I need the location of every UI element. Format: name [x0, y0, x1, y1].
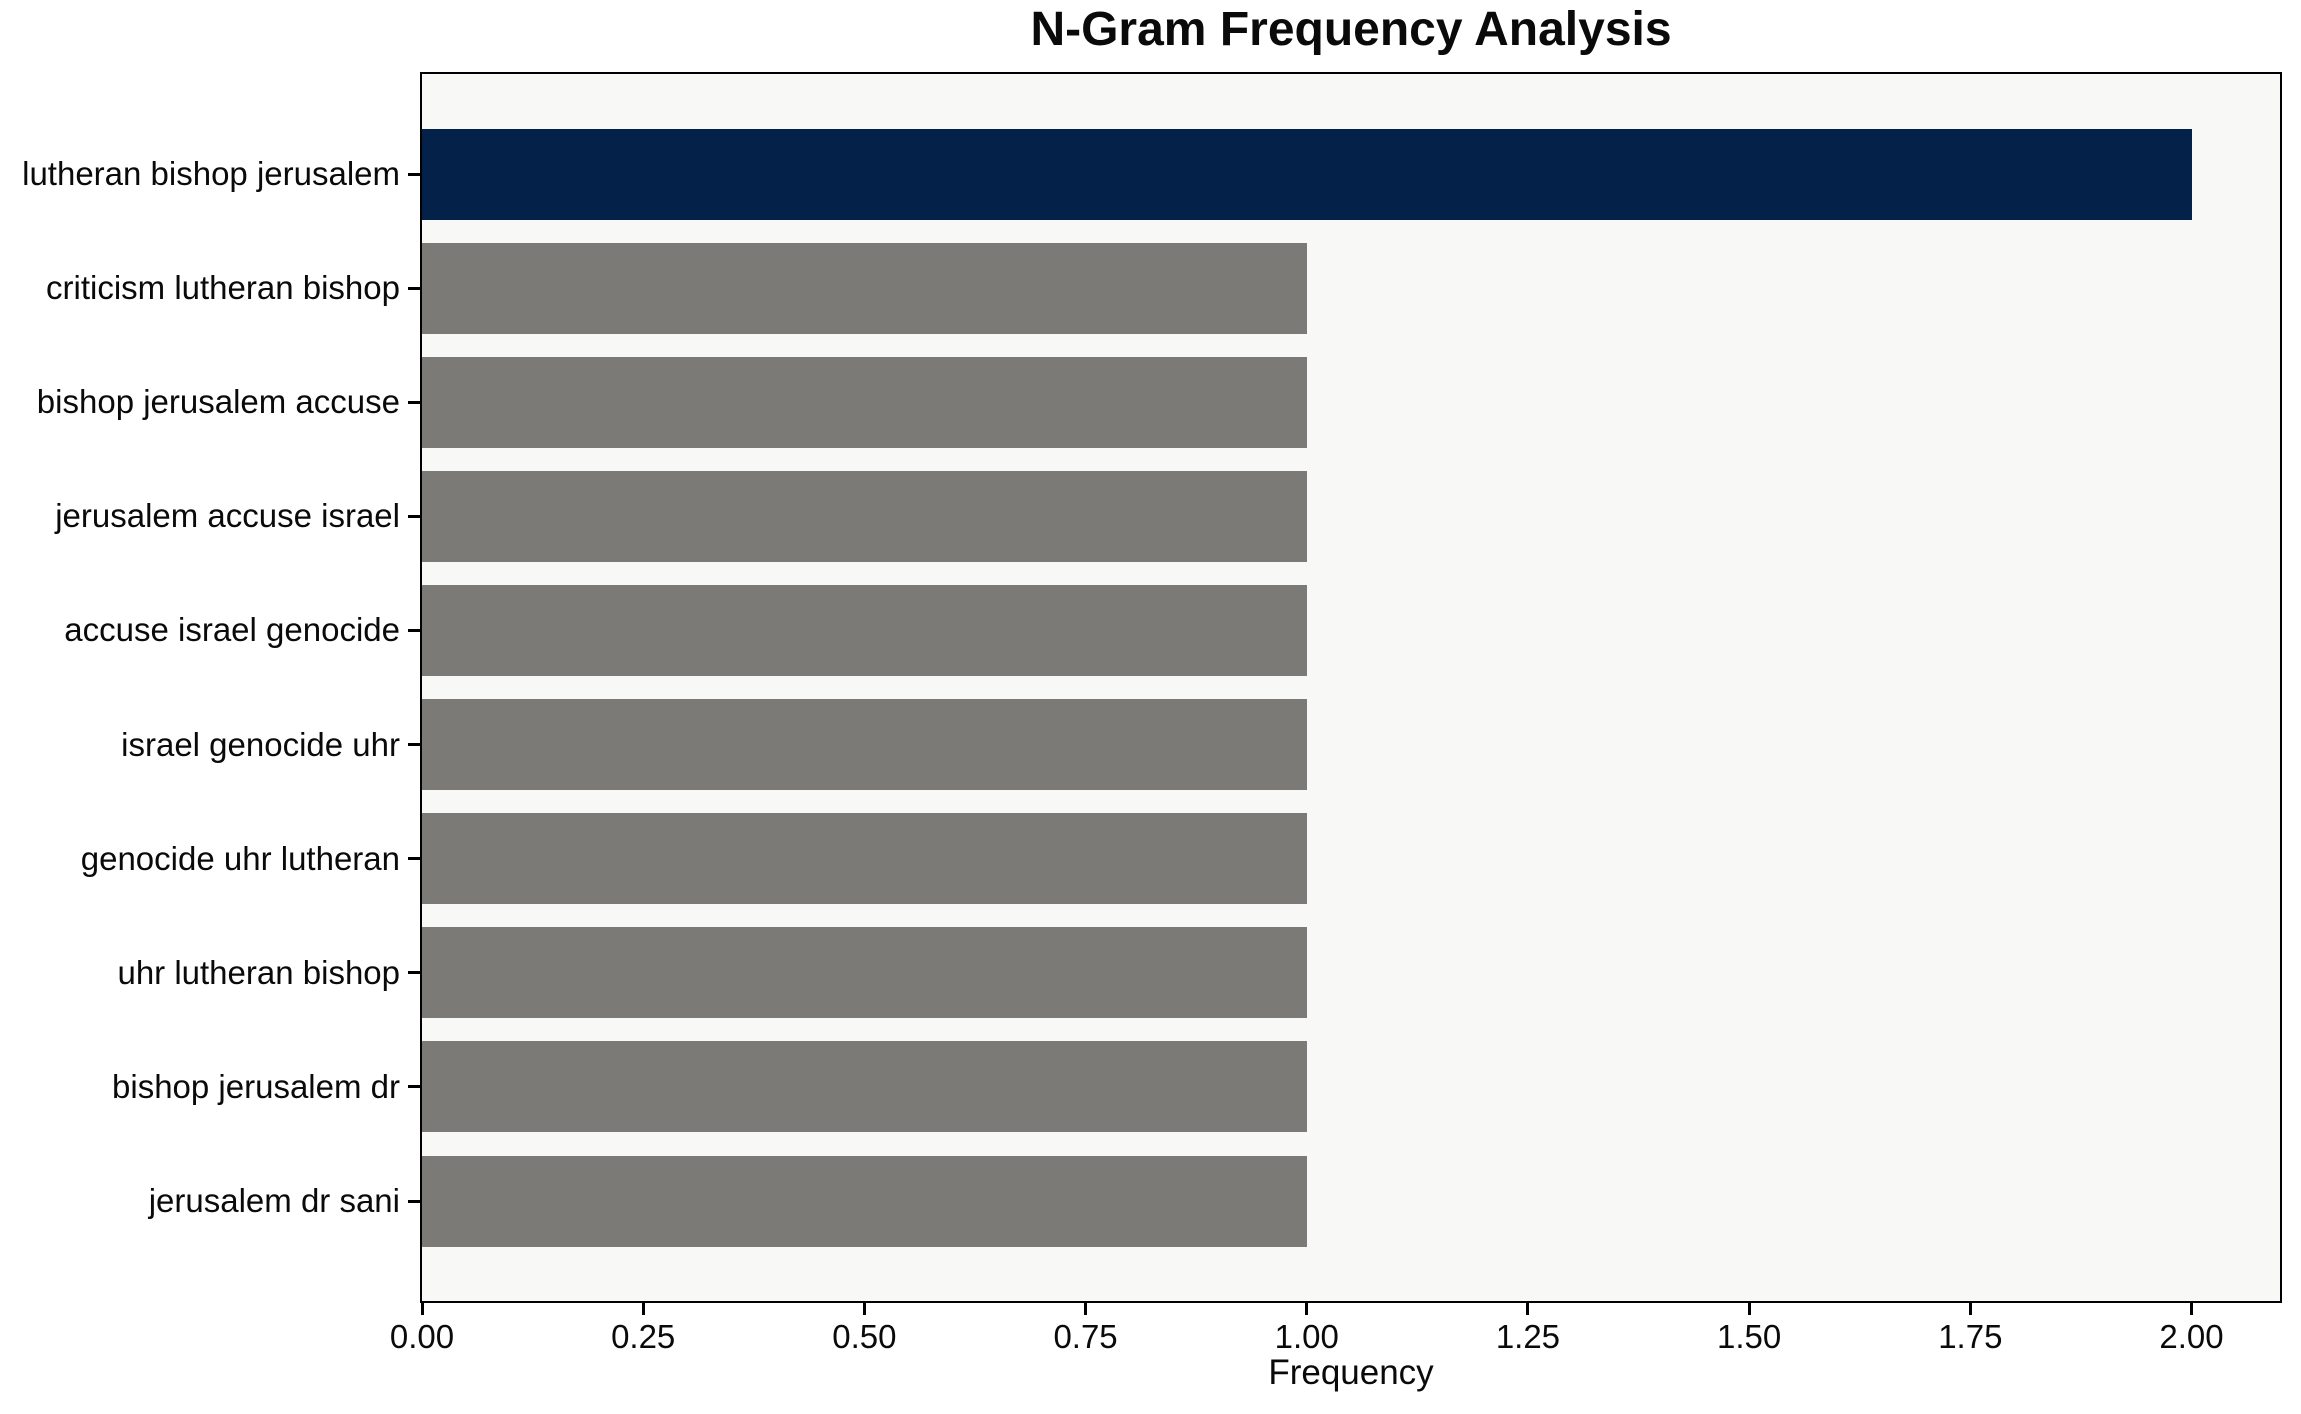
x-axis-tick [420, 1303, 424, 1315]
y-axis-category-label: criticism lutheran bishop [46, 269, 400, 307]
y-axis-tick [408, 286, 420, 290]
y-axis-tick [408, 1085, 420, 1089]
y-axis-category-label: uhr lutheran bishop [117, 953, 400, 991]
x-axis-tick [1747, 1303, 1751, 1315]
x-axis-tick-label: 1.25 [1495, 1318, 1561, 1355]
x-axis-tick [862, 1303, 866, 1315]
x-axis-tick-label: 1.50 [1717, 1318, 1782, 1355]
x-axis-tick [1305, 1303, 1309, 1315]
bar [422, 356, 1307, 448]
x-axis-tick [1968, 1303, 1972, 1315]
bar [422, 813, 1307, 905]
y-axis-tick [408, 971, 420, 975]
x-axis-tick [641, 1303, 645, 1315]
y-axis-category-label: accuse israel genocide [64, 611, 400, 649]
x-axis-tick-label: 2.00 [2159, 1318, 2224, 1355]
y-axis-tick [408, 857, 420, 861]
chart-title: N-Gram Frequency Analysis [1030, 3, 1672, 56]
bar [422, 1041, 1307, 1133]
x-axis-tick [1084, 1303, 1088, 1315]
x-axis-tick-label: 1.75 [1938, 1318, 2003, 1355]
x-axis-tick [2190, 1303, 2194, 1315]
bar [422, 242, 1307, 334]
y-axis-tick [408, 514, 420, 518]
bar [422, 1155, 1307, 1247]
y-axis-category-label: jerusalem dr sani [148, 1182, 400, 1219]
y-axis-tick [408, 628, 420, 632]
y-axis-category-label: genocide uhr lutheran [80, 839, 400, 877]
bar [422, 470, 1307, 562]
y-axis-category-label: lutheran bishop jerusalem [22, 155, 400, 192]
y-axis-tick [408, 1199, 420, 1203]
x-axis-tick-label: 0.75 [1053, 1318, 1118, 1355]
y-axis-category-label: jerusalem accuse israel [55, 497, 400, 535]
bar [422, 927, 1307, 1019]
bar [422, 128, 2192, 220]
y-axis-category-label: bishop jerusalem accuse [36, 383, 400, 421]
y-axis-tick [408, 743, 420, 747]
x-axis-tick [1526, 1303, 1530, 1315]
x-axis-tick-label: 0.00 [389, 1318, 455, 1355]
bar [422, 699, 1307, 791]
bar [422, 584, 1307, 676]
x-axis-tick-label: 0.50 [832, 1318, 897, 1355]
x-axis-tick-label: 1.00 [1274, 1318, 1339, 1355]
x-axis-tick-label: 0.25 [611, 1318, 676, 1355]
y-axis-tick [408, 400, 420, 404]
y-axis-category-label: israel genocide uhr [121, 725, 400, 763]
x-axis-label: Frequency [1268, 1353, 1434, 1392]
y-axis-category-label: bishop jerusalem dr [112, 1067, 400, 1105]
y-axis-tick [408, 172, 420, 176]
